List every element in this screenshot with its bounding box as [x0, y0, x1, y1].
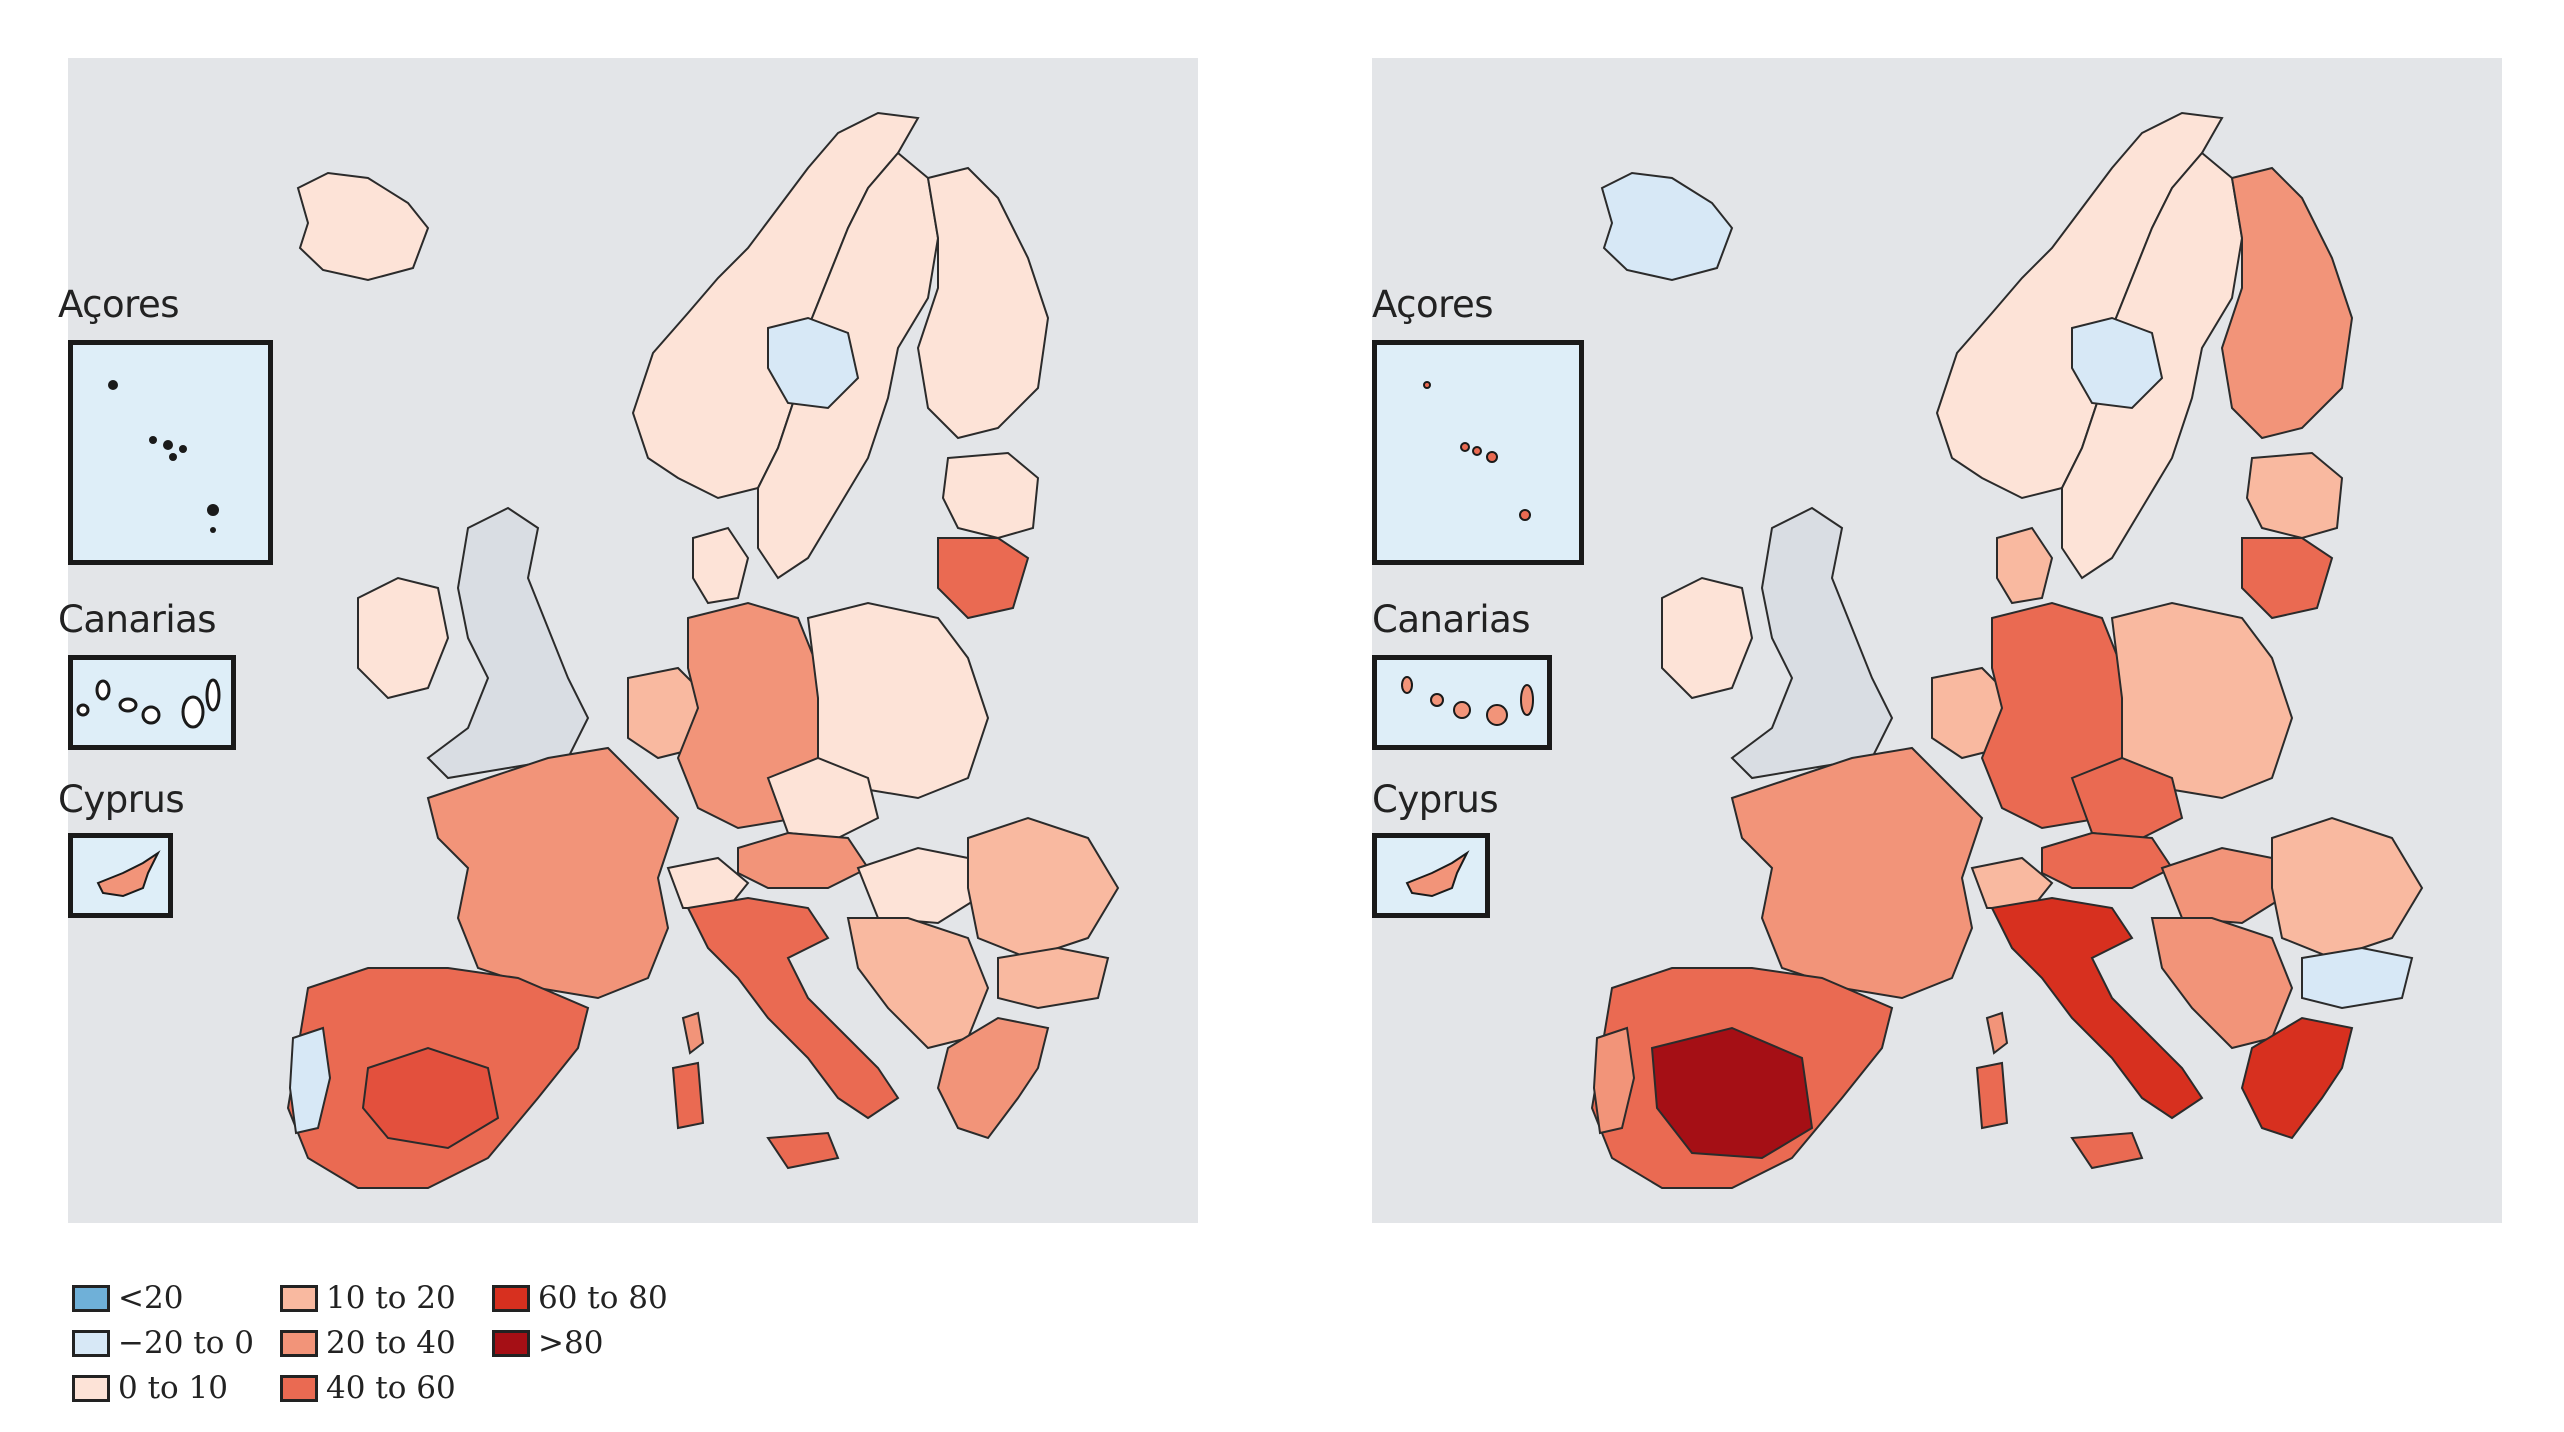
sicily-region: [2070, 1131, 2144, 1170]
legend-label: 40 to 60: [326, 1370, 456, 1406]
legend-swatch: [72, 1284, 110, 1312]
legend-label: <20: [118, 1280, 184, 1316]
canarias-inset: [1372, 655, 1552, 750]
greece-region: [936, 1016, 1050, 1140]
denmark-region: [1996, 526, 2054, 605]
iberia-core-area: [1650, 1026, 1814, 1160]
legend-label: 0 to 10: [118, 1370, 228, 1406]
legend-item: 60 to 80: [492, 1278, 668, 1318]
canarias-inset: [68, 655, 236, 750]
azores-inset: [1372, 340, 1584, 565]
cyprus-island: [96, 850, 161, 898]
legend-item: <20: [72, 1278, 183, 1318]
legend: <20 −20 to 0 0 to 10 10 to 20 20 to 40 4…: [72, 1278, 772, 1428]
azores-islands: [108, 380, 219, 533]
legend-label: −20 to 0: [118, 1325, 254, 1361]
finland-region: [2220, 166, 2354, 440]
romania-region: [2271, 816, 2424, 960]
ireland-region: [1661, 576, 1754, 700]
iceland-region: [1600, 171, 1734, 282]
azores-islands: [1423, 381, 1531, 521]
legend-swatch: [280, 1284, 318, 1312]
azores-inset: [68, 340, 273, 565]
ireland-region: [357, 576, 450, 700]
legend-item: −20 to 0: [72, 1323, 254, 1363]
portugal-coast-area: [1592, 1026, 1636, 1135]
baltics-region: [941, 451, 1040, 540]
sweden-blue-area: [2071, 316, 2164, 410]
cyprus-inset: [1372, 833, 1490, 918]
legend-label: 10 to 20: [326, 1280, 456, 1316]
legend-swatch: [280, 1329, 318, 1357]
legend-item: >80: [492, 1323, 603, 1363]
switzerland-region: [666, 856, 750, 909]
canarias-label: Canarias: [58, 598, 217, 641]
switzerland-region: [1970, 856, 2054, 909]
baltics-region: [2245, 451, 2344, 540]
legend-label: 60 to 80: [538, 1280, 668, 1316]
azores-label: Açores: [58, 283, 180, 326]
iberia-core-area: [361, 1046, 500, 1150]
legend-swatch: [280, 1374, 318, 1402]
lithuania-region: [2241, 537, 2334, 620]
europe-map-right: [1372, 58, 2502, 1223]
cyprus-label: Cyprus: [58, 778, 185, 821]
canarias-islands: [76, 678, 221, 729]
legend-item: 0 to 10: [72, 1368, 228, 1408]
italy-region: [686, 896, 900, 1120]
portugal-coast-area: [288, 1026, 332, 1135]
cyprus-label: Cyprus: [1372, 778, 1499, 821]
legend-swatch: [72, 1329, 110, 1357]
canarias-label: Canarias: [1372, 598, 1531, 641]
poland-region: [2110, 601, 2294, 800]
europe-map-left: [68, 58, 1198, 1223]
france-region: [426, 746, 680, 1000]
cyprus-island: [1405, 850, 1470, 898]
legend-item: 10 to 20: [280, 1278, 456, 1318]
italy-region: [1990, 896, 2204, 1120]
legend-swatch: [492, 1329, 530, 1357]
map-panel-left: Açores Canarias Cyprus: [58, 58, 1198, 1223]
bulgaria-region: [997, 946, 1110, 1010]
sardinia-region: [1975, 1061, 2009, 1130]
legend-item: 20 to 40: [280, 1323, 456, 1363]
cyprus-inset: [68, 833, 173, 918]
canarias-islands: [1401, 676, 1534, 726]
legend-label: 20 to 40: [326, 1325, 456, 1361]
legend-swatch: [72, 1374, 110, 1402]
sweden-blue-area: [767, 316, 860, 410]
france-region: [1730, 746, 1984, 1000]
map-panel-right: Açores Canarias Cyprus: [1372, 58, 2502, 1223]
iceland-region: [296, 171, 430, 282]
sicily-region: [766, 1131, 840, 1170]
denmark-region: [692, 526, 750, 605]
finland-region: [916, 166, 1050, 440]
corsica-region: [1985, 1011, 2009, 1055]
corsica-region: [681, 1011, 705, 1055]
legend-label: >80: [538, 1325, 604, 1361]
poland-region: [806, 601, 990, 800]
austria-region: [737, 831, 870, 889]
austria-region: [2041, 831, 2174, 889]
legend-swatch: [492, 1284, 530, 1312]
legend-item: 40 to 60: [280, 1368, 456, 1408]
bulgaria-region: [2301, 946, 2414, 1010]
azores-label: Açores: [1372, 283, 1494, 326]
lithuania-region: [937, 537, 1030, 620]
romania-region: [967, 816, 1120, 960]
sardinia-region: [671, 1061, 705, 1130]
greece-region: [2240, 1016, 2354, 1140]
